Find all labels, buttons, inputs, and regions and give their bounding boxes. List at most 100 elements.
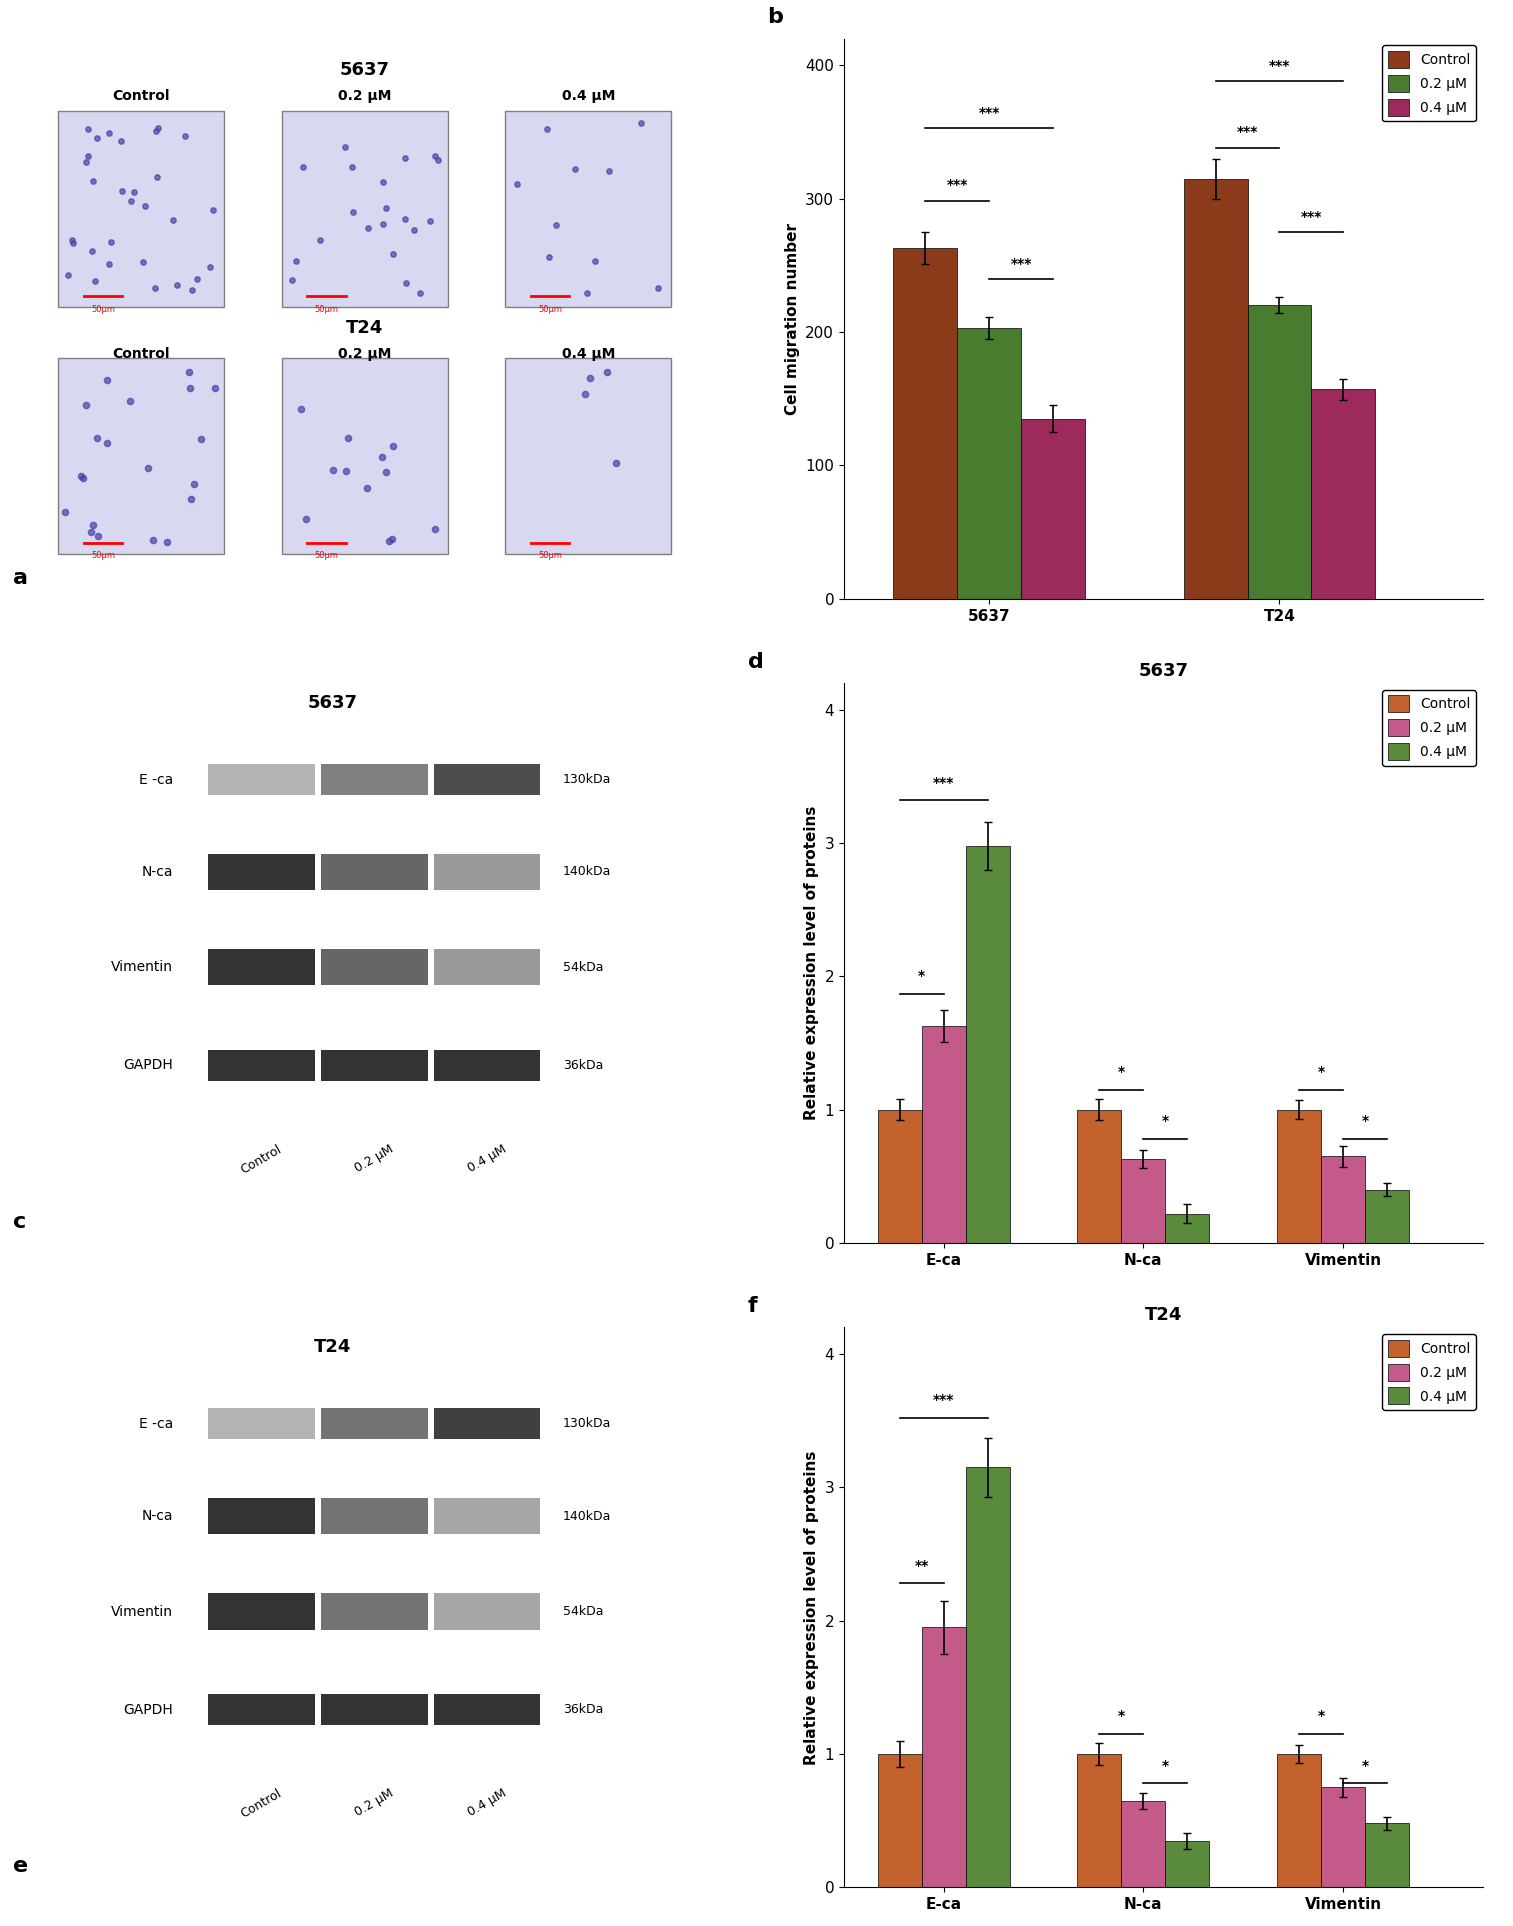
Y-axis label: Relative expression level of proteins: Relative expression level of proteins [803, 805, 819, 1121]
Text: **: ** [915, 1558, 929, 1574]
Text: GAPDH: GAPDH [124, 1703, 172, 1716]
Text: *: * [1362, 1115, 1369, 1129]
Point [393, 268, 418, 299]
Point [147, 112, 171, 143]
Point [141, 524, 165, 555]
Legend: Control, 0.2 μM, 0.4 μM: Control, 0.2 μM, 0.4 μM [1383, 46, 1475, 121]
Text: *: * [918, 969, 926, 982]
Bar [434, 765, 540, 795]
Point [371, 166, 395, 196]
Point [56, 260, 80, 291]
Text: 50μm: 50μm [315, 551, 339, 560]
Text: ***: *** [947, 177, 968, 193]
Bar [209, 1695, 315, 1726]
Point [95, 364, 120, 395]
Text: T24: T24 [346, 318, 383, 337]
Point [110, 175, 135, 206]
Point [422, 514, 446, 545]
Point [537, 243, 561, 273]
Point [505, 169, 530, 200]
Text: 5637: 5637 [340, 62, 390, 79]
Bar [958, 327, 1021, 599]
Bar [1277, 1755, 1321, 1887]
Text: Vimentin: Vimentin [110, 1604, 172, 1618]
Bar [321, 853, 428, 890]
Text: 0.4 μM: 0.4 μM [561, 347, 616, 360]
Bar [1077, 1109, 1121, 1242]
Point [118, 187, 142, 218]
Point [86, 522, 110, 553]
Text: Vimentin: Vimentin [110, 961, 172, 975]
Text: 5637: 5637 [307, 693, 359, 713]
Text: d: d [747, 651, 764, 672]
Text: *: * [1162, 1115, 1170, 1129]
Point [85, 123, 109, 154]
Point [336, 424, 360, 455]
Point [381, 429, 405, 460]
Point [74, 389, 98, 420]
Point [377, 526, 401, 557]
Text: ***: *** [934, 1392, 955, 1408]
Text: ***: *** [1236, 125, 1259, 139]
Point [189, 424, 213, 455]
Point [280, 264, 304, 295]
Bar [209, 1498, 315, 1535]
Bar [321, 1593, 428, 1629]
Bar [321, 950, 428, 986]
Point [182, 470, 206, 501]
Point [393, 204, 418, 235]
Point [575, 277, 599, 308]
Point [80, 166, 104, 196]
Text: Control: Control [112, 347, 169, 360]
Point [180, 275, 204, 306]
Point [177, 374, 201, 404]
Legend: Control, 0.2 μM, 0.4 μM: Control, 0.2 μM, 0.4 μM [1383, 1335, 1475, 1410]
Text: GAPDH: GAPDH [124, 1057, 172, 1073]
Point [79, 516, 103, 547]
Point [97, 117, 121, 148]
Point [136, 453, 160, 483]
Bar [434, 1408, 540, 1439]
Bar [1321, 1787, 1365, 1887]
Bar [321, 1498, 428, 1535]
Point [604, 447, 628, 478]
Point [290, 152, 315, 183]
Bar [1121, 1159, 1165, 1242]
Bar [1248, 306, 1312, 599]
Text: Control: Control [239, 1142, 284, 1177]
Point [109, 125, 133, 156]
Point [203, 374, 227, 404]
Text: 50μm: 50μm [539, 304, 561, 314]
Point [144, 273, 168, 304]
Bar [965, 1468, 1009, 1887]
Text: *: * [1362, 1758, 1369, 1772]
Point [354, 472, 378, 503]
Point [333, 131, 357, 162]
Point [629, 108, 654, 139]
Point [374, 193, 398, 223]
Point [160, 204, 185, 235]
Point [83, 266, 107, 297]
Bar [434, 1593, 540, 1629]
Point [59, 223, 83, 254]
Text: c: c [14, 1211, 27, 1233]
Text: E -ca: E -ca [139, 772, 172, 786]
Bar [434, 1050, 540, 1080]
Bar [209, 853, 315, 890]
Text: b: b [767, 8, 784, 27]
Point [70, 460, 94, 491]
Bar [434, 853, 540, 890]
Bar [209, 950, 315, 986]
Point [145, 162, 169, 193]
Point [80, 235, 104, 266]
Point [424, 141, 448, 171]
Point [123, 177, 147, 208]
Text: 54kDa: 54kDa [563, 961, 604, 975]
Text: *: * [1118, 1065, 1126, 1079]
Point [371, 208, 395, 239]
Bar [1165, 1213, 1209, 1242]
Point [563, 154, 587, 185]
Text: 36kDa: 36kDa [563, 1703, 604, 1716]
Text: 50μm: 50μm [91, 551, 115, 560]
Point [294, 505, 318, 535]
